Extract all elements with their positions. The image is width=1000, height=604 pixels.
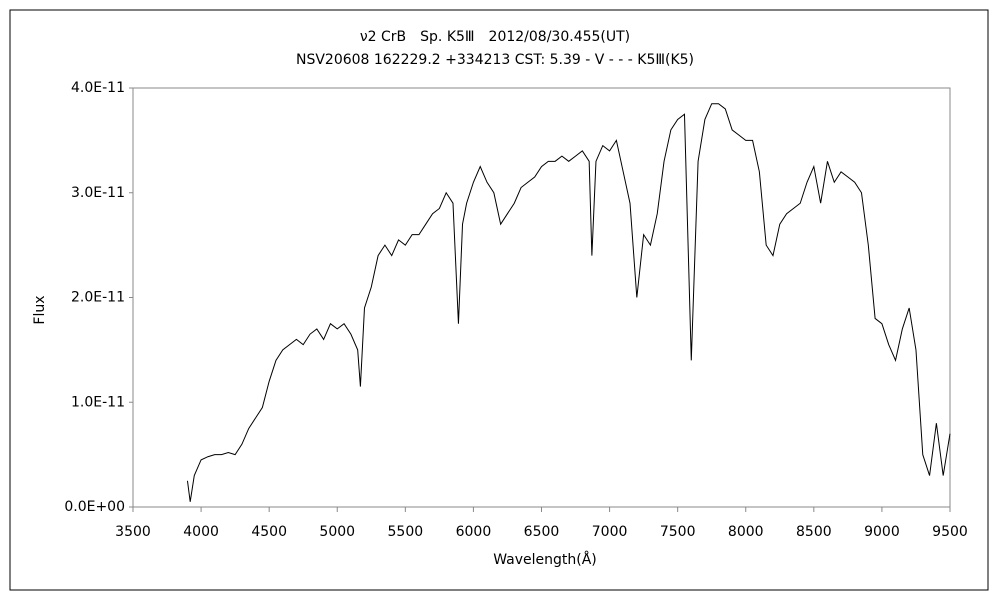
x-tick-label: 7500 — [660, 524, 696, 540]
x-tick-label: 9500 — [932, 524, 968, 540]
y-tick-label: 1.0E-11 — [71, 394, 125, 410]
spectrum-line — [186, 103, 951, 502]
x-tick-label: 4500 — [251, 524, 287, 540]
x-tick-label: 4000 — [183, 524, 219, 540]
chart-title: ν2 CrB Sp. K5Ⅲ 2012/08/30.455(UT) — [360, 29, 630, 45]
x-tick-label: 3500 — [115, 524, 151, 540]
chart-border — [9, 9, 989, 591]
x-axis-label: Wavelength(Å) — [493, 551, 597, 568]
y-axis-label: Flux — [32, 295, 48, 324]
chart-subtitle: NSV20608 162229.2 +334213 CST: 5.39 - V … — [296, 52, 694, 68]
y-tick-label: 3.0E-11 — [71, 185, 125, 201]
x-tick-label: 9000 — [864, 524, 900, 540]
y-tick-label: 4.0E-11 — [71, 80, 125, 96]
y-tick-label: 0.0E+00 — [64, 499, 125, 515]
x-tick-label: 8000 — [728, 524, 764, 540]
x-tick-label: 6500 — [524, 524, 560, 540]
x-tick-label: 6000 — [456, 524, 492, 540]
y-tick-label: 2.0E-11 — [71, 290, 125, 306]
x-tick-label: 7000 — [592, 524, 628, 540]
x-tick-label: 8500 — [796, 524, 832, 540]
x-tick-label: 5500 — [388, 524, 424, 540]
x-tick-label: 5000 — [319, 524, 355, 540]
